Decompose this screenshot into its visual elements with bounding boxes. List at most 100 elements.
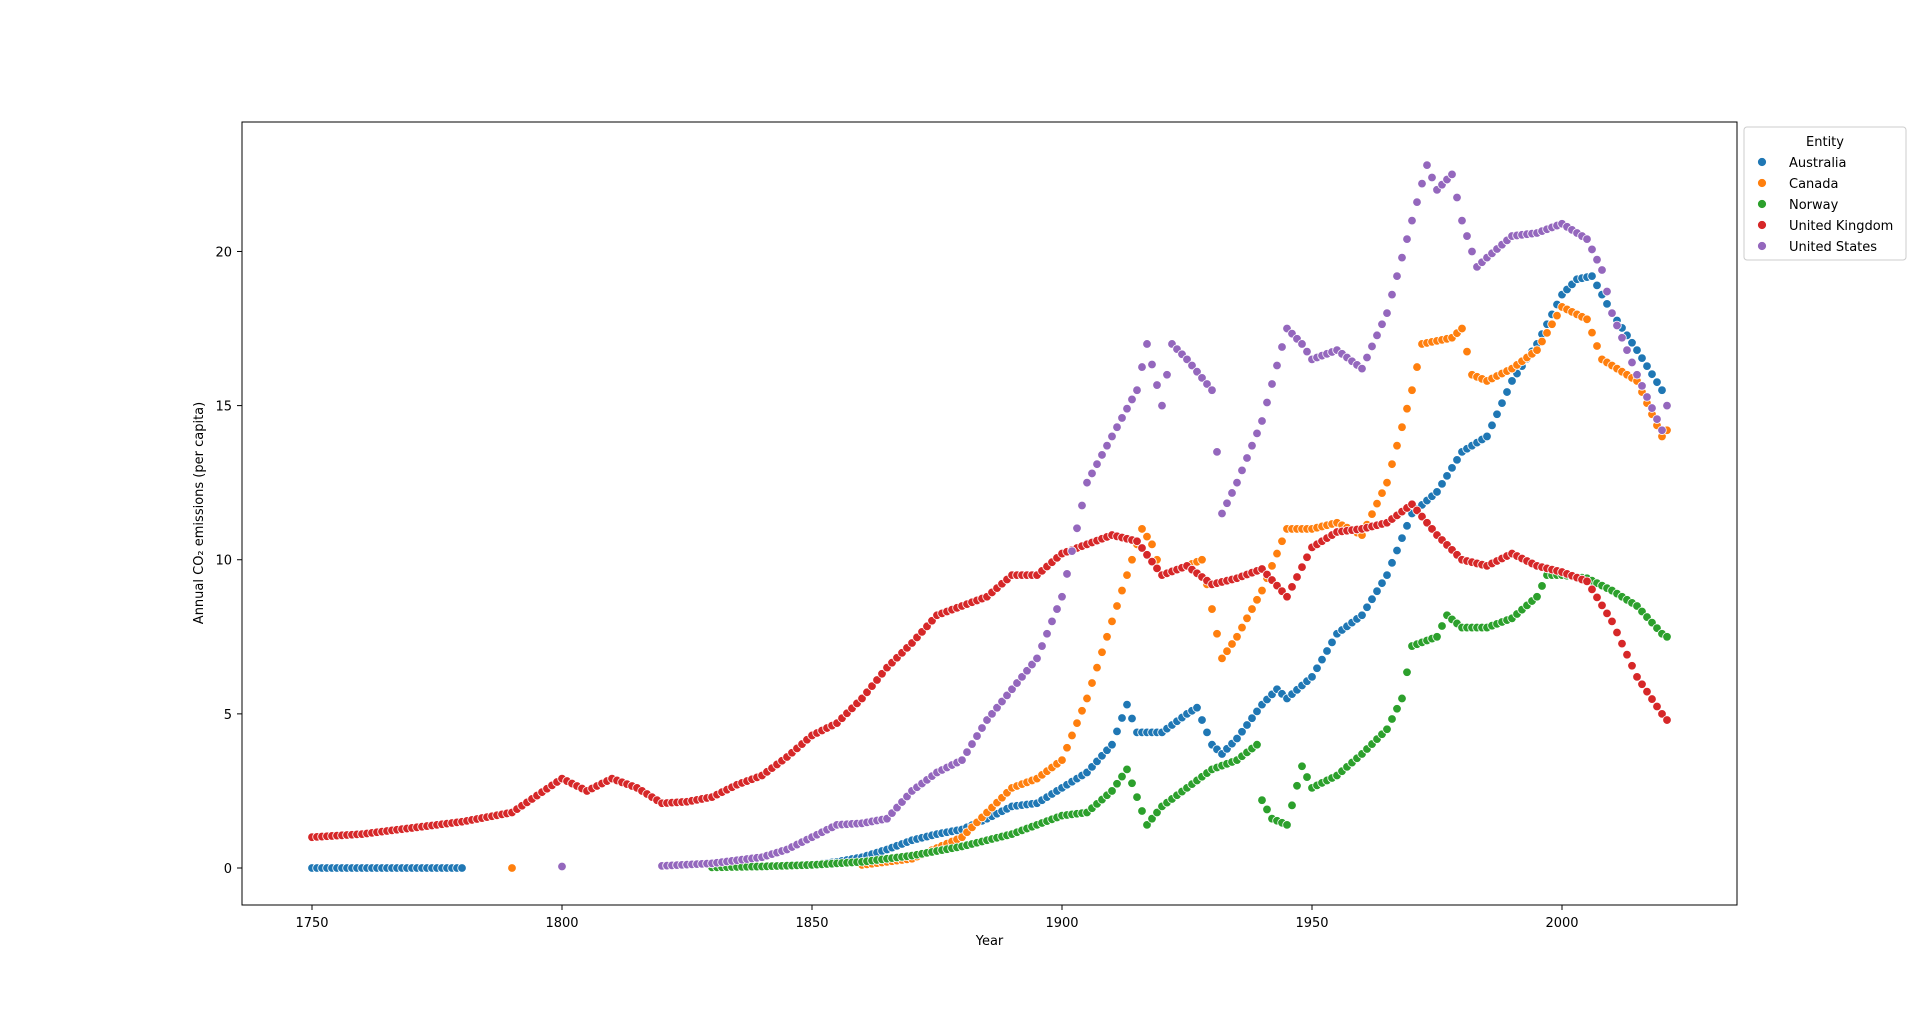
data-point-united-states bbox=[1022, 666, 1032, 676]
data-point-norway bbox=[1132, 792, 1142, 802]
data-point-canada bbox=[1377, 488, 1387, 498]
data-point-united-states bbox=[1302, 346, 1312, 357]
legend-marker bbox=[1757, 241, 1767, 251]
data-point-canada bbox=[1267, 561, 1277, 571]
data-point-norway bbox=[1662, 632, 1672, 642]
data-point-canada bbox=[1142, 531, 1152, 542]
data-point-norway bbox=[1297, 761, 1307, 771]
data-point-united-states bbox=[1272, 360, 1282, 371]
data-point-canada bbox=[1552, 310, 1562, 321]
data-point-united-kingdom bbox=[867, 681, 877, 691]
data-point-norway bbox=[1122, 764, 1132, 775]
data-point-united-states bbox=[1252, 428, 1262, 439]
legend-label: Canada bbox=[1789, 177, 1838, 192]
data-point-united-states bbox=[1382, 308, 1392, 318]
data-point-canada bbox=[1242, 613, 1252, 624]
y-tick-label: 5 bbox=[224, 708, 232, 723]
data-point-united-kingdom bbox=[877, 669, 887, 679]
data-point-united-states bbox=[1017, 672, 1027, 682]
data-point-united-states bbox=[1422, 160, 1432, 170]
data-point-united-states bbox=[1102, 440, 1112, 451]
data-point-australia bbox=[1647, 369, 1657, 379]
data-point-united-states bbox=[1652, 414, 1662, 424]
data-point-united-states bbox=[1092, 459, 1102, 469]
data-point-united-states bbox=[1122, 403, 1132, 414]
data-point-united-kingdom bbox=[1632, 672, 1642, 682]
data-point-united-states bbox=[1267, 379, 1277, 389]
data-point-united-states bbox=[1157, 400, 1167, 411]
data-point-united-states bbox=[1027, 659, 1037, 670]
data-points bbox=[307, 160, 1672, 873]
data-point-canada bbox=[1237, 622, 1247, 633]
data-point-united-states bbox=[557, 861, 567, 872]
data-point-united-states bbox=[1592, 254, 1602, 265]
data-point-australia bbox=[1502, 387, 1512, 397]
data-point-united-states bbox=[1182, 354, 1192, 365]
data-point-united-states bbox=[1412, 197, 1422, 207]
legend-label: United Kingdom bbox=[1789, 219, 1893, 234]
data-point-canada bbox=[1457, 323, 1467, 334]
data-point-canada bbox=[1097, 647, 1107, 657]
data-point-united-kingdom bbox=[1587, 584, 1597, 595]
data-point-united-states bbox=[1357, 363, 1367, 374]
data-point-united-states bbox=[1247, 440, 1257, 451]
data-point-united-states bbox=[1197, 373, 1207, 383]
data-point-united-states bbox=[1587, 244, 1597, 255]
data-point-united-states bbox=[1187, 360, 1197, 371]
data-point-canada bbox=[1247, 604, 1257, 614]
data-point-united-states bbox=[1132, 385, 1142, 395]
data-point-australia bbox=[1492, 409, 1502, 419]
data-point-australia bbox=[1592, 280, 1602, 291]
data-point-norway bbox=[1147, 813, 1157, 824]
data-point-canada bbox=[1077, 706, 1087, 716]
legend-box bbox=[1743, 126, 1907, 261]
data-point-united-states bbox=[1642, 392, 1652, 402]
data-point-canada bbox=[1212, 629, 1222, 639]
data-point-australia bbox=[1192, 703, 1202, 713]
series-australia bbox=[307, 271, 1667, 873]
data-point-united-kingdom bbox=[1647, 694, 1657, 704]
data-point-australia bbox=[1107, 740, 1117, 750]
data-point-united-kingdom bbox=[1422, 518, 1432, 528]
data-point-canada bbox=[1532, 345, 1542, 355]
data-point-canada bbox=[1197, 555, 1207, 565]
data-point-united-states bbox=[1467, 246, 1477, 257]
data-point-united-states bbox=[1002, 690, 1012, 701]
data-point-australia bbox=[1497, 398, 1507, 408]
data-point-united-kingdom bbox=[1652, 701, 1662, 712]
data-point-united-kingdom bbox=[1662, 715, 1672, 725]
data-point-canada bbox=[1217, 653, 1227, 664]
legend-marker bbox=[1757, 220, 1767, 230]
data-point-norway bbox=[1397, 693, 1407, 704]
data-point-united-kingdom bbox=[1617, 638, 1627, 649]
legend-marker bbox=[1757, 157, 1767, 167]
x-tick-label: 1950 bbox=[1295, 916, 1328, 931]
data-point-canada bbox=[1547, 319, 1557, 329]
legend-label: Australia bbox=[1789, 156, 1847, 171]
data-point-australia bbox=[1642, 361, 1652, 371]
data-point-united-states bbox=[1192, 366, 1202, 377]
legend-marker bbox=[1757, 199, 1767, 209]
data-point-united-states bbox=[1597, 265, 1607, 275]
data-point-united-states bbox=[1047, 616, 1057, 627]
data-point-united-kingdom bbox=[1627, 661, 1637, 671]
data-point-australia bbox=[1377, 578, 1387, 588]
data-point-united-states bbox=[1072, 523, 1082, 533]
data-point-united-states bbox=[1087, 468, 1097, 479]
data-point-norway bbox=[1392, 704, 1402, 714]
data-point-united-states bbox=[1632, 370, 1642, 380]
data-point-australia bbox=[1312, 663, 1322, 673]
data-point-norway bbox=[1127, 778, 1137, 788]
data-point-united-states bbox=[982, 715, 992, 725]
data-point-united-kingdom bbox=[1642, 686, 1652, 697]
data-point-united-states bbox=[1462, 231, 1472, 241]
data-point-australia bbox=[1627, 338, 1637, 348]
data-point-united-states bbox=[1237, 465, 1247, 476]
data-point-canada bbox=[1122, 570, 1132, 580]
data-point-canada bbox=[1062, 743, 1072, 753]
data-point-united-states bbox=[1127, 394, 1137, 405]
data-point-united-kingdom bbox=[1412, 505, 1422, 516]
data-point-united-states bbox=[1627, 357, 1637, 368]
data-point-australia bbox=[1122, 699, 1132, 710]
data-point-united-states bbox=[1207, 385, 1217, 395]
